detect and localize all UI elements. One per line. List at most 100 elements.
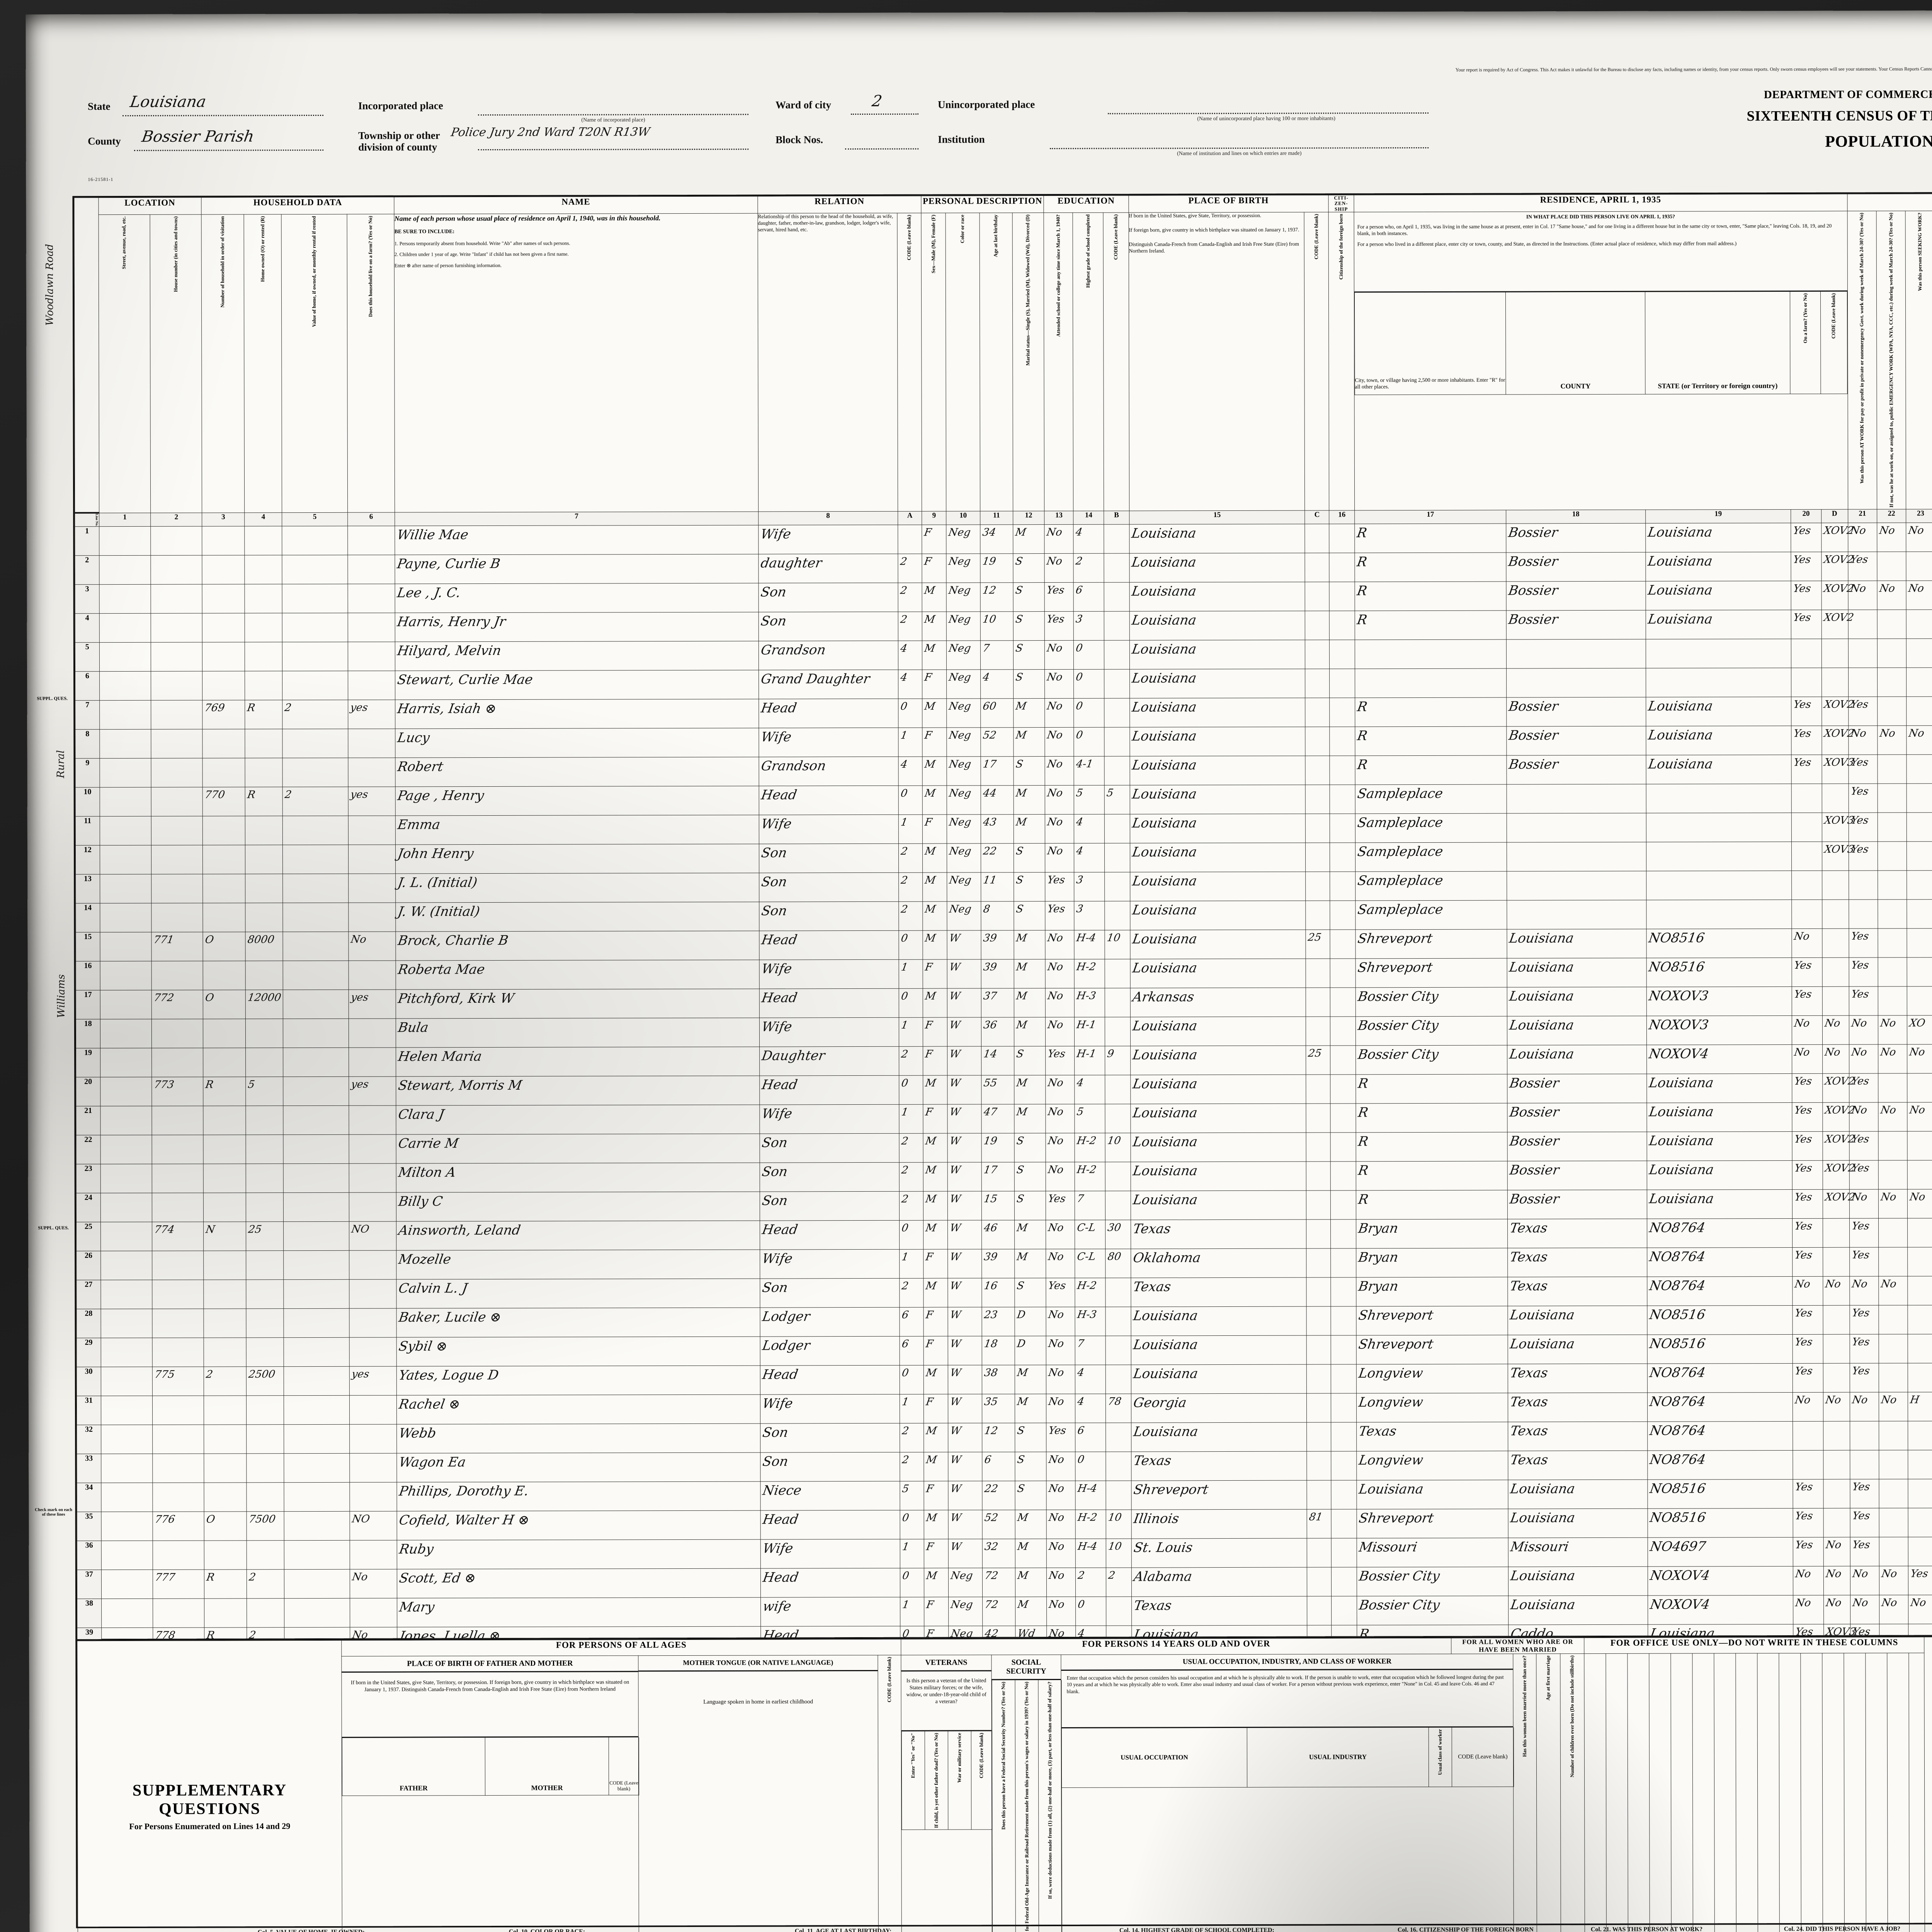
cell-own-rent[interactable]	[245, 642, 282, 672]
cell-grade[interactable]: 4	[1075, 1394, 1106, 1423]
cell-home-value[interactable]: 2	[282, 700, 348, 730]
cell-citizenship[interactable]	[1330, 727, 1355, 756]
cell-relation[interactable]: Wife	[759, 1017, 899, 1047]
cell-res-county[interactable]	[1507, 842, 1646, 872]
cell-attended-school[interactable]: No	[1046, 1249, 1075, 1278]
cell-res-farm[interactable]	[1791, 900, 1822, 929]
cell-home-value[interactable]	[283, 1250, 349, 1280]
cell-code-a[interactable]: 1	[898, 815, 923, 844]
schedule-row[interactable]: 16 Roberta Mae Wife 1 F W 39 M No H-2 Louisiana Shr…	[76, 956, 1932, 991]
cell-emergency-work[interactable]	[1877, 639, 1906, 668]
cell-person-name[interactable]: Roberta Mae	[396, 960, 760, 990]
cell-sex[interactable]: F	[922, 815, 947, 844]
cell-own-rent[interactable]	[246, 1193, 284, 1222]
cell-seeking-work[interactable]	[1907, 986, 1932, 1016]
cell-res-county[interactable]	[1507, 813, 1646, 843]
cell-own-rent[interactable]	[245, 671, 282, 701]
cell-person-name[interactable]: Willie Mae	[395, 525, 759, 555]
cell-res-city[interactable]: Shreveport	[1357, 1509, 1509, 1539]
cell-code-c[interactable]	[1305, 669, 1330, 698]
cell-res-farm[interactable]: Yes	[1792, 1247, 1823, 1277]
cell-res-farm[interactable]: Yes	[1791, 581, 1821, 610]
cell-res-county[interactable]: Louisiana	[1507, 987, 1647, 1017]
cell-code-a[interactable]: 0	[898, 786, 923, 815]
cell-own-rent[interactable]: 7500	[247, 1512, 284, 1541]
cell-code-c[interactable]	[1305, 698, 1330, 727]
cell-age[interactable]: 43	[981, 815, 1014, 844]
cell-at-work[interactable]: No	[1850, 1566, 1879, 1595]
cell-citizenship[interactable]	[1330, 756, 1355, 785]
cell-seeking-work[interactable]	[1907, 1160, 1932, 1190]
cell-street[interactable]	[101, 1396, 153, 1425]
cell-age[interactable]: 38	[982, 1365, 1015, 1395]
schedule-row[interactable]: 25 774 N 25 NO Ainsworth, Leland Head 0 M W 46 M No C…	[76, 1217, 1932, 1252]
cell-person-name[interactable]: Page , Henry	[395, 786, 759, 816]
cell-home-value[interactable]	[284, 1308, 349, 1338]
cell-race[interactable]: Neg	[946, 699, 981, 728]
cell-res-state[interactable]: NOXOV3	[1646, 1015, 1792, 1045]
cell-house-no[interactable]	[152, 1338, 204, 1367]
cell-household-no[interactable]	[204, 1280, 247, 1309]
cell-age[interactable]: 22	[981, 844, 1014, 873]
cell-grade[interactable]: H-2	[1075, 1510, 1106, 1539]
cell-own-rent[interactable]	[246, 1454, 284, 1483]
cell-code-d[interactable]: No	[1823, 1276, 1850, 1306]
cell-at-work[interactable]: No	[1848, 581, 1878, 610]
cell-home-value[interactable]	[283, 961, 349, 990]
cell-street[interactable]	[101, 1599, 153, 1628]
cell-marital[interactable]: S	[1014, 1278, 1046, 1308]
cell-person-name[interactable]: Helen Maria	[396, 1047, 760, 1077]
cell-emergency-work[interactable]: No	[1878, 1102, 1908, 1132]
cell-grade[interactable]: 4	[1074, 814, 1105, 844]
cell-relation[interactable]: Son	[759, 612, 898, 641]
cell-res-county[interactable]: Bossier	[1507, 1103, 1647, 1133]
cell-race[interactable]: Neg	[946, 670, 981, 699]
cell-on-farm[interactable]	[349, 1134, 396, 1164]
cell-age[interactable]: 52	[980, 728, 1014, 757]
cell-own-rent[interactable]	[245, 874, 283, 903]
cell-res-county[interactable]	[1507, 784, 1646, 814]
cell-res-county[interactable]: Texas	[1507, 1277, 1647, 1306]
cell-street[interactable]	[101, 1367, 153, 1396]
cell-code-c[interactable]	[1306, 1335, 1331, 1365]
cell-at-work[interactable]: No	[1849, 1102, 1878, 1132]
cell-code-b[interactable]: 80	[1105, 1249, 1131, 1278]
cell-seeking-work[interactable]: No	[1907, 1102, 1932, 1132]
cell-emergency-work[interactable]: No	[1878, 1044, 1907, 1074]
cell-household-no[interactable]	[204, 1338, 247, 1367]
cell-citizenship[interactable]	[1330, 1219, 1356, 1249]
cell-home-value[interactable]	[284, 1279, 349, 1309]
cell-citizenship[interactable]	[1331, 1480, 1357, 1510]
cell-birthplace[interactable]: St. Louis	[1131, 1538, 1307, 1568]
cell-code-c[interactable]	[1306, 1219, 1331, 1249]
cell-code-b[interactable]	[1105, 1423, 1131, 1452]
cell-on-farm[interactable]	[348, 642, 395, 671]
cell-household-no[interactable]	[204, 1396, 247, 1425]
cell-citizenship[interactable]	[1331, 1451, 1357, 1481]
cell-res-farm[interactable]: No	[1793, 1392, 1823, 1422]
schedule-row[interactable]: 22 Carrie M Son 2 M W 19 S No H-2 10 Louisiana R Boss…	[76, 1130, 1932, 1165]
cell-seeking-work[interactable]	[1906, 813, 1932, 842]
cell-birthplace[interactable]: Texas	[1131, 1219, 1307, 1249]
cell-street[interactable]	[100, 932, 152, 962]
cell-relation[interactable]: Wife	[760, 1394, 900, 1424]
cell-attended-school[interactable]: No	[1046, 1365, 1075, 1394]
cell-res-farm[interactable]: Yes	[1793, 1537, 1823, 1566]
cell-attended-school[interactable]: No	[1045, 988, 1075, 1017]
cell-code-d[interactable]: No	[1823, 1595, 1850, 1624]
cell-race[interactable]: Neg	[946, 728, 981, 757]
cell-res-state[interactable]: Louisiana	[1646, 726, 1792, 755]
cell-street[interactable]	[100, 1280, 152, 1310]
cell-code-c[interactable]	[1307, 1596, 1332, 1626]
cell-street[interactable]	[100, 903, 151, 933]
cell-code-a[interactable]: 0	[900, 1510, 924, 1539]
cell-seeking-work[interactable]	[1906, 610, 1932, 639]
cell-sex[interactable]: M	[924, 1452, 948, 1481]
cell-at-work[interactable]: No	[1850, 1392, 1879, 1422]
cell-house-no[interactable]	[151, 874, 203, 903]
cell-marital[interactable]: S	[1013, 669, 1045, 699]
cell-seeking-work[interactable]	[1907, 929, 1932, 958]
cell-at-work[interactable]: Yes	[1849, 1160, 1879, 1190]
cell-on-farm[interactable]: NO	[349, 1221, 396, 1251]
cell-street[interactable]	[100, 990, 152, 1020]
